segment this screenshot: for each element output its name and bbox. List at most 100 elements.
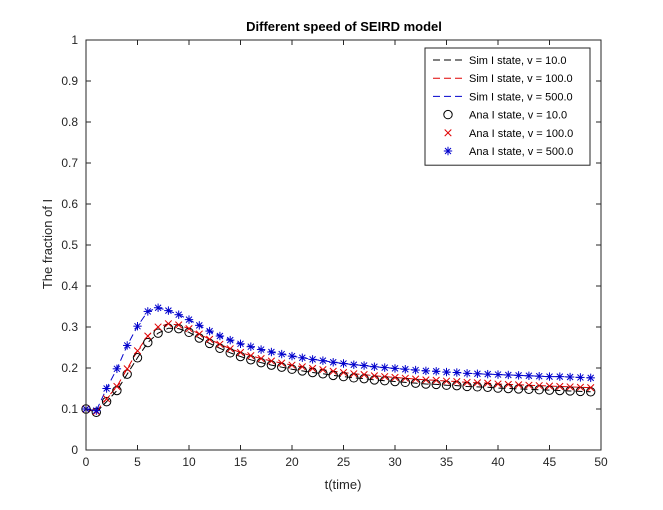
legend-item: Ana I state, v = 10.0: [443, 110, 567, 122]
y-tick-label: 1: [71, 33, 78, 47]
x-marker-stroke: [267, 357, 276, 365]
star-marker-stroke: [103, 385, 110, 392]
data-point: [267, 357, 276, 365]
y-tick-label: 0: [71, 443, 78, 457]
data-point: [215, 331, 225, 341]
x-marker-stroke: [350, 370, 358, 378]
data-point: [566, 383, 574, 391]
legend: Sim I state, v = 10.0 Sim I state, v = 10…: [424, 47, 591, 166]
data-point: [525, 381, 533, 389]
x-marker-stroke: [576, 383, 585, 391]
x-marker-stroke: [442, 377, 451, 385]
x-tick-label: 35: [440, 455, 454, 469]
x-tick-label: 10: [182, 455, 196, 469]
data-point: [565, 372, 575, 382]
x-tick-label: 5: [134, 455, 141, 469]
star-marker-stroke: [329, 358, 337, 366]
data-point: [308, 364, 317, 373]
x-marker-stroke: [288, 361, 296, 369]
data-point: [381, 372, 389, 381]
data-point: [153, 328, 163, 338]
star-marker-stroke: [165, 307, 172, 314]
data-point: [287, 351, 297, 361]
data-point: [339, 368, 348, 377]
data-point: [132, 353, 143, 363]
data-point: [102, 384, 111, 393]
star-marker-stroke: [144, 308, 152, 315]
data-point: [370, 362, 379, 371]
data-point: [133, 347, 142, 355]
data-point: [195, 330, 203, 338]
data-point: [144, 332, 152, 340]
data-point: [256, 345, 266, 354]
data-point: [524, 371, 534, 380]
circle-marker-shape: [132, 353, 143, 363]
x-marker-stroke: [514, 381, 523, 389]
data-point: [401, 374, 409, 382]
x-marker-stroke: [247, 352, 255, 360]
star-marker-stroke: [463, 369, 471, 377]
star-marker-stroke: [422, 367, 430, 375]
data-point: [175, 321, 183, 329]
star-marker-stroke: [566, 373, 574, 381]
x-marker-stroke: [329, 367, 337, 375]
data-point: [257, 354, 265, 363]
star-marker-stroke: [546, 373, 553, 380]
data-point: [504, 380, 512, 389]
x-tick-label: 40: [491, 455, 505, 469]
y-tick-label: 0.7: [61, 156, 78, 170]
data-point: [236, 339, 245, 349]
data-point: [359, 361, 369, 370]
y-tick-label: 0.1: [61, 402, 78, 416]
data-point: [101, 396, 112, 407]
x-marker-stroke: [298, 363, 306, 371]
data-point: [555, 372, 564, 381]
star-marker-stroke: [298, 354, 306, 362]
x-marker-stroke: [339, 368, 348, 377]
x-marker-stroke: [444, 129, 452, 137]
x-marker-stroke: [473, 379, 482, 387]
y-tick-label: 0.3: [61, 320, 78, 334]
series-line: [85, 327, 591, 413]
legend-box: [424, 47, 591, 166]
star-marker-stroke: [113, 365, 121, 373]
data-point: [411, 365, 420, 375]
x-marker-stroke: [154, 323, 162, 331]
x-marker-stroke: [453, 377, 461, 386]
star-marker-stroke: [134, 322, 141, 330]
circle-marker-shape: [122, 369, 132, 379]
x-marker-stroke: [257, 354, 265, 363]
star-marker-stroke: [154, 304, 162, 312]
data-point: [452, 368, 461, 377]
data-point: [504, 370, 513, 380]
data-point: [112, 364, 122, 374]
star-marker-stroke: [401, 365, 409, 373]
star-marker-stroke: [268, 348, 275, 356]
x-tick-label: 15: [234, 455, 248, 469]
star-marker-stroke: [257, 346, 265, 353]
x-marker-stroke: [587, 384, 595, 392]
x-marker-stroke: [525, 381, 533, 389]
data-point: [432, 376, 440, 384]
star-marker-stroke: [371, 363, 378, 371]
data-point: [442, 367, 451, 377]
data-point: [195, 321, 204, 330]
x-marker-stroke: [504, 380, 512, 389]
star-marker-stroke: [92, 407, 100, 414]
data-point: [545, 372, 554, 381]
star-marker-stroke: [444, 147, 452, 155]
data-point: [205, 335, 214, 343]
circle-marker-shape: [101, 396, 112, 407]
y-tick-label: 0.8: [61, 115, 78, 129]
data-point: [370, 372, 379, 380]
data-point: [133, 321, 142, 331]
star-marker-stroke: [340, 360, 347, 367]
x-tick-label: 45: [543, 455, 557, 469]
data-point: [318, 356, 328, 365]
data-point: [339, 359, 348, 368]
data-point: [535, 381, 543, 390]
x-marker-stroke: [535, 381, 543, 390]
circle-marker-shape: [143, 337, 153, 348]
data-point: [494, 380, 502, 388]
data-point: [391, 373, 399, 382]
